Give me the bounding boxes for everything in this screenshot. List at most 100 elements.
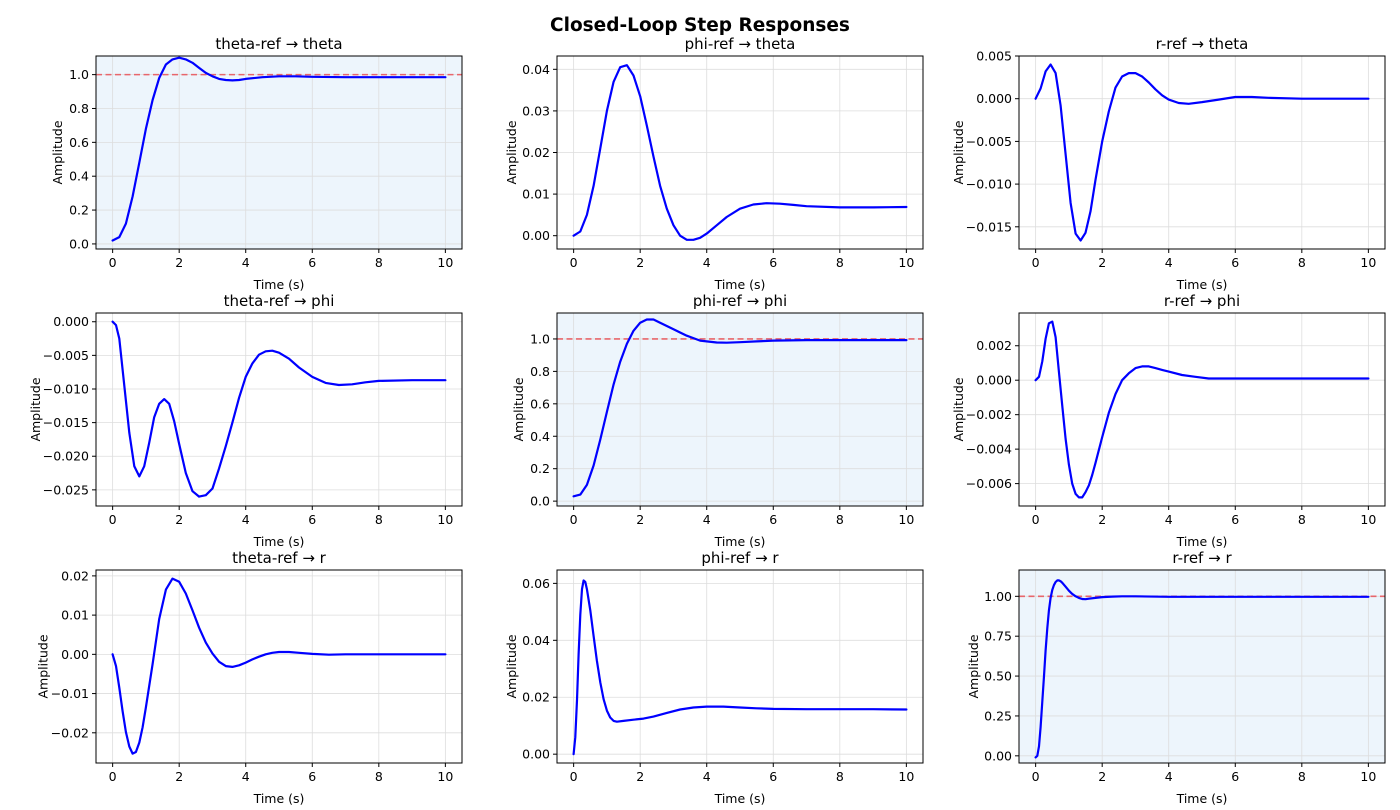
y-tick-label: −0.002 [966, 407, 1012, 422]
x-axis-label: Time (s) [714, 277, 766, 292]
x-tick-label: 6 [769, 255, 777, 270]
series-line [1034, 320, 1370, 499]
y-tick-label: −0.005 [43, 348, 89, 363]
y-tick-label: 0.02 [61, 568, 89, 583]
subplot-title: r-ref → theta [1156, 35, 1249, 53]
grid [557, 570, 923, 763]
axes-frame [95, 312, 463, 507]
subplot-8: 0 2 4 6 8 10 0.00 0.02 0.04 0.06 phi-ref → r Time (… [504, 549, 924, 806]
x-tick-label: 10 [437, 769, 453, 784]
y-tick-label: 0.50 [984, 669, 1012, 684]
x-tick-label: 4 [703, 769, 711, 784]
axes-frame [95, 55, 463, 250]
subplot-title: theta-ref → phi [224, 292, 335, 310]
y-tick-label: 0.06 [522, 576, 550, 591]
axes-frame [1018, 55, 1386, 250]
axes-frame [1018, 312, 1386, 507]
y-tick-label: 0.6 [69, 135, 89, 150]
y-tick-label: 0.01 [522, 187, 550, 202]
y-tick-label: −0.020 [43, 449, 89, 464]
y-tick-label: 0.4 [530, 429, 550, 444]
x-tick-label: 8 [836, 255, 844, 270]
series-line [572, 64, 908, 241]
grid [557, 56, 923, 249]
x-tick-label: 2 [175, 769, 183, 784]
subplot-6: 0 2 4 6 8 10 −0.006 −0.004 −0.002 0.000 0.002 r-ref… [951, 292, 1386, 549]
x-tick-label: 4 [1165, 769, 1173, 784]
y-tick-label: 0.01 [61, 608, 89, 623]
subplot-title: phi-ref → theta [685, 35, 796, 53]
axes-frame [95, 569, 463, 764]
x-tick-label: 6 [308, 769, 316, 784]
x-tick-label: 4 [703, 512, 711, 527]
y-tick-label: 0.005 [976, 49, 1012, 64]
y-axis-label: Amplitude [951, 377, 966, 441]
subplot-4: 0 2 4 6 8 10 −0.025 −0.020 −0.015 −0.010 −0.005 0.0… [28, 292, 463, 549]
y-tick-label: −0.025 [43, 482, 89, 497]
x-tick-label: 6 [769, 512, 777, 527]
y-tick-label: 0.8 [69, 101, 89, 116]
y-tick-label: −0.01 [51, 686, 89, 701]
plot-area [1019, 56, 1385, 249]
x-tick-label: 0 [1032, 769, 1040, 784]
x-tick-label: 6 [769, 769, 777, 784]
y-tick-label: −0.015 [43, 415, 89, 430]
x-tick-label: 8 [375, 769, 383, 784]
y-tick-label: 0.2 [530, 461, 550, 476]
x-tick-label: 10 [898, 512, 914, 527]
x-tick-label: 2 [175, 255, 183, 270]
y-axis-label: Amplitude [951, 120, 966, 184]
y-tick-label: 0.4 [69, 169, 89, 184]
y-tick-label: 0.00 [984, 748, 1012, 763]
x-tick-label: 2 [1098, 255, 1106, 270]
y-tick-label: 0.00 [522, 747, 550, 762]
y-tick-label: 0.00 [61, 647, 89, 662]
x-axis-label: Time (s) [1176, 791, 1228, 806]
plot-area [557, 313, 923, 506]
x-axis-label: Time (s) [253, 791, 305, 806]
y-tick-label: 0.000 [976, 373, 1012, 388]
grid [96, 570, 462, 763]
subplot-title: phi-ref → phi [693, 292, 787, 310]
x-tick-label: 6 [1231, 255, 1239, 270]
y-axis-label: Amplitude [50, 120, 65, 184]
x-tick-label: 8 [375, 512, 383, 527]
y-tick-label: −0.005 [966, 134, 1012, 149]
y-axis-label: Amplitude [511, 377, 526, 441]
x-tick-label: 8 [1298, 512, 1306, 527]
x-tick-label: 10 [1360, 255, 1376, 270]
x-tick-label: 0 [570, 769, 578, 784]
y-tick-label: 0.00 [522, 228, 550, 243]
y-tick-label: 0.04 [522, 633, 550, 648]
grid [1019, 313, 1385, 506]
x-tick-label: 8 [1298, 769, 1306, 784]
x-tick-label: 4 [703, 255, 711, 270]
y-tick-label: 0.8 [530, 364, 550, 379]
subplot-3: 0 2 4 6 8 10 −0.015 −0.010 −0.005 0.000 0.005 r-ref… [951, 35, 1386, 292]
x-axis-label: Time (s) [253, 534, 305, 549]
y-tick-label: 0.03 [522, 103, 550, 118]
axes-frame [556, 569, 924, 764]
y-tick-label: 0.6 [530, 396, 550, 411]
y-tick-label: −0.010 [43, 381, 89, 396]
y-tick-label: 0.000 [976, 91, 1012, 106]
axes-frame [1018, 569, 1386, 764]
y-tick-label: −0.010 [966, 177, 1012, 192]
x-tick-label: 10 [437, 512, 453, 527]
x-tick-label: 6 [308, 255, 316, 270]
y-tick-label: 0.25 [984, 708, 1012, 723]
plot-area [96, 313, 462, 506]
x-tick-label: 10 [898, 769, 914, 784]
plot-area [96, 56, 462, 249]
x-tick-label: 2 [1098, 512, 1106, 527]
figure-title: Closed-Loop Step Responses [550, 15, 850, 36]
x-tick-label: 2 [1098, 769, 1106, 784]
x-tick-label: 0 [570, 255, 578, 270]
subplot-5: 0 2 4 6 8 10 0.0 0.2 0.4 0.6 0.8 1.0 phi-ref → phi Ti… [511, 292, 924, 549]
x-axis-label: Time (s) [714, 791, 766, 806]
subplot-title: r-ref → phi [1164, 292, 1240, 310]
series-line [572, 318, 908, 498]
x-tick-label: 10 [1360, 512, 1376, 527]
x-tick-label: 6 [1231, 769, 1239, 784]
x-axis-label: Time (s) [1176, 534, 1228, 549]
